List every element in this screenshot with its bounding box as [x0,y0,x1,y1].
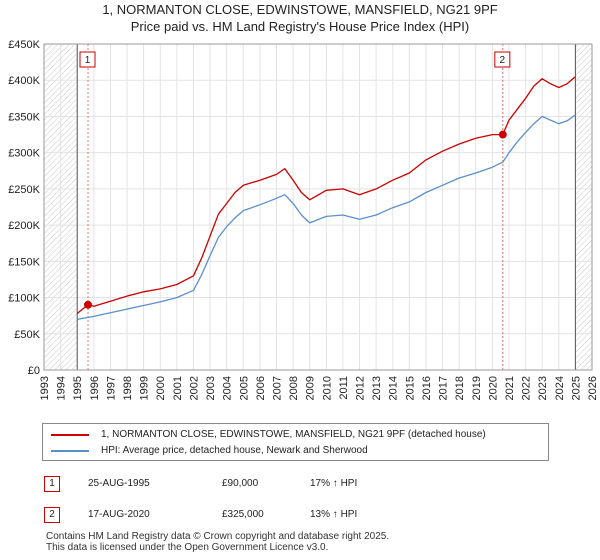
x-tick-label: 1993 [39,376,51,400]
x-tick-label: 2005 [238,376,250,400]
plot-border [43,43,593,371]
series-line-property [76,76,576,315]
x-tick-label: 2002 [188,376,200,400]
x-tick-label: 2026 [587,376,599,400]
x-tick-label: 2003 [205,376,217,400]
sale-point [498,130,507,139]
x-tick-label: 2015 [404,376,416,400]
x-tick-label: 2025 [570,376,582,400]
x-tick-label: 2013 [371,376,383,400]
sale-hpi-change: 17% ↑ HPI [310,478,358,489]
footer-licence: This data is licensed under the Open Gov… [46,542,329,553]
x-tick-label: 1998 [122,376,134,400]
x-tick-label: 2022 [521,376,533,400]
y-tick-label: £300K [8,148,40,160]
x-tick-label: 2016 [421,376,433,400]
x-tick-label: 2024 [554,376,566,400]
sale-date: 25-AUG-1995 [88,478,150,489]
x-tick-label: 2006 [255,376,267,400]
x-tick-label: 2004 [222,376,234,400]
x-tick-label: 1999 [139,376,151,400]
y-tick-label: £0 [28,365,40,377]
y-tick-label: £150K [8,256,40,268]
sale-date: 17-AUG-2020 [88,509,150,520]
sale-marker-box [79,51,96,68]
sale-point [84,300,93,309]
sale-hpi-change: 13% ↑ HPI [310,509,358,520]
price-chart: £0 £50K £100K £150K £200K £250K £300K £350K £400… [8,39,599,400]
sale-marker-label: 2 [500,55,506,66]
legend-label-property: 1, NORMANTON CLOSE, EDWINSTOWE, MANSFIEL… [101,429,486,440]
y-tick-label: £200K [8,220,40,232]
x-tick-label: 2010 [321,376,333,400]
plot-background [44,44,592,370]
x-tick-label: 1995 [72,376,84,400]
y-tick-label: £250K [8,184,40,196]
footer-copyright: Contains HM Land Registry data © Crown c… [46,531,390,542]
x-tick-label: 1997 [105,376,117,400]
sale-marker-label: 1 [85,55,91,66]
hatched-region-after [575,44,592,370]
x-tick-label: 2023 [537,376,549,400]
legend-swatch-red [51,434,89,436]
sale-marker-box: 1 [44,476,60,492]
y-tick-label: £450K [8,39,40,51]
x-tick-label: 2007 [271,376,283,400]
legend-swatch-blue [51,450,89,452]
x-tick-label: 2001 [172,376,184,400]
x-tick-label: 2008 [288,376,300,400]
y-tick-label: £50K [14,329,40,341]
sale-marker-box: 2 [44,507,60,523]
sale-price: £325,000 [222,509,264,520]
x-tick-label: 2017 [438,376,450,400]
x-tick-label: 2019 [471,376,483,400]
sale-marker-box [494,51,511,68]
sale-price: £90,000 [222,478,259,489]
y-tick-label: £350K [8,111,40,123]
x-tick-label: 2018 [454,376,466,400]
x-tick-label: 2020 [487,376,499,400]
series-line-hpi [77,114,576,320]
x-tick-label: 1996 [89,376,101,400]
chart-subtitle: Price paid vs. HM Land Registry's House … [130,19,470,34]
chart-title: 1, NORMANTON CLOSE, EDWINSTOWE, MANSFIEL… [102,2,498,17]
x-tick-label: 2009 [305,376,317,400]
x-tick-label: 2000 [155,376,167,400]
x-tick-label: 2011 [338,376,350,400]
legend: 1, NORMANTON CLOSE, EDWINSTOWE, MANSFIEL… [42,423,549,461]
x-tick-label: 2021 [504,376,516,400]
legend-label-hpi: HPI: Average price, detached house, Newa… [101,445,368,456]
x-tick-label: 1994 [56,376,68,400]
x-tick-label: 2014 [388,376,400,400]
y-tick-label: £400K [8,75,40,87]
x-tick-label: 2012 [355,376,367,400]
y-tick-label: £100K [8,293,40,305]
